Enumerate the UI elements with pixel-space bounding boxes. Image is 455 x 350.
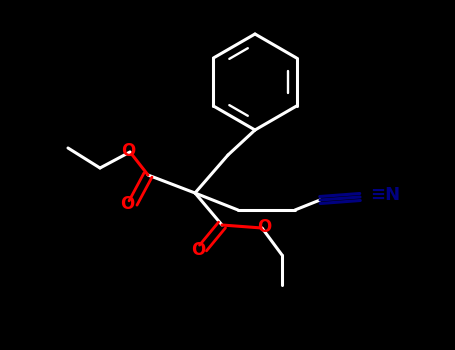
Text: O: O <box>121 142 135 160</box>
Text: O: O <box>257 218 271 236</box>
Text: O: O <box>120 195 134 213</box>
Text: ≡N: ≡N <box>370 186 400 204</box>
Text: O: O <box>191 241 205 259</box>
